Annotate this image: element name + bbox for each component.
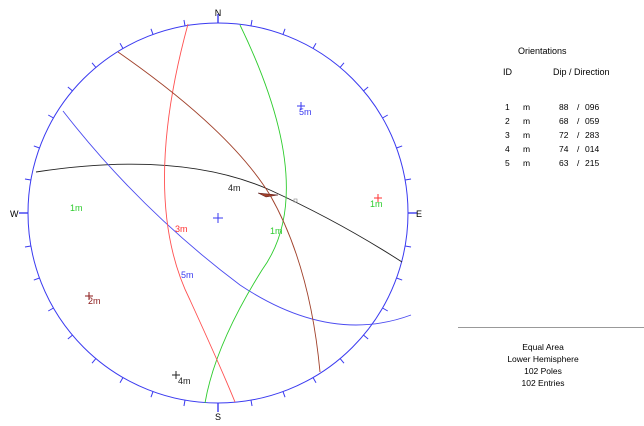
- degree-tick: [250, 19, 253, 26]
- projection-info: Equal Area Lower Hemisphere 102 Poles 10…: [458, 341, 628, 396]
- degree-ticks: [19, 14, 417, 412]
- row-direction: 014: [585, 144, 600, 154]
- degree-tick: [250, 400, 253, 407]
- row-dip: 68: [559, 116, 569, 126]
- pole-marker-4m: [172, 371, 180, 379]
- degree-tick: [183, 400, 186, 407]
- great-circle-1m: [204, 24, 287, 404]
- stereonet-plot: N S E W 1m 2m 3m 4m 5m 1m 1m 3m 4m 5m: [10, 8, 422, 422]
- row-set: m: [523, 130, 531, 140]
- degree-tick: [67, 334, 73, 340]
- entries-count: 102 Entries: [521, 378, 565, 388]
- degree-tick: [396, 145, 403, 149]
- pole-label-5m: 5m: [299, 107, 312, 117]
- row-set: m: [523, 102, 531, 112]
- degree-tick: [363, 86, 369, 92]
- panel-title: Orientations: [518, 46, 567, 56]
- row-dip: 88: [559, 102, 569, 112]
- degree-tick: [183, 19, 186, 26]
- projection-type: Equal Area: [522, 342, 564, 352]
- row-dip: 63: [559, 158, 569, 168]
- degree-tick: [405, 245, 412, 248]
- degree-tick: [150, 28, 154, 35]
- south-label: S: [215, 412, 221, 422]
- degree-tick: [396, 277, 403, 281]
- row-separator: /: [577, 116, 580, 126]
- row-number: 5: [505, 158, 510, 168]
- degree-tick: [67, 86, 73, 92]
- row-direction: 059: [585, 116, 600, 126]
- mean-label-1m: 1m: [70, 203, 83, 213]
- degree-tick: [339, 62, 345, 68]
- panel-divider: [458, 327, 644, 328]
- great-circle-3m: [164, 23, 236, 403]
- degree-tick: [48, 114, 54, 119]
- great-circle-5m: [62, 110, 412, 326]
- great-circle-2m: [117, 51, 321, 373]
- west-label: W: [10, 209, 19, 219]
- row-separator: /: [577, 144, 580, 154]
- mean-label-4m: 4m: [228, 183, 241, 193]
- degree-tick: [33, 277, 40, 281]
- pole-label-4m: 4m: [178, 376, 191, 386]
- row-direction: 215: [585, 158, 600, 168]
- row-number: 1: [505, 102, 510, 112]
- pole-marker-2m: [85, 292, 93, 300]
- column-header-id: ID: [503, 67, 512, 77]
- degree-tick: [119, 377, 124, 383]
- degree-tick: [48, 307, 54, 312]
- poles-count: 102 Poles: [524, 366, 562, 376]
- mean-label-3m: 3m: [175, 224, 188, 234]
- degree-tick: [282, 391, 286, 398]
- great-circle-4m: [35, 163, 403, 263]
- row-dip: 72: [559, 130, 569, 140]
- degree-tick: [382, 307, 388, 312]
- degree-tick: [312, 377, 317, 383]
- degree-tick: [33, 145, 40, 149]
- mean-label-1m-plane: 1m: [270, 226, 283, 236]
- row-set: m: [523, 158, 531, 168]
- row-set: m: [523, 116, 531, 126]
- degree-tick: [382, 114, 388, 119]
- row-set: m: [523, 144, 531, 154]
- degree-tick: [150, 391, 154, 398]
- row-separator: /: [577, 158, 580, 168]
- degree-tick: [24, 178, 31, 181]
- pole-label-1m: 1m: [370, 199, 383, 209]
- degree-tick: [24, 245, 31, 248]
- row-number: 2: [505, 116, 510, 126]
- degree-tick: [339, 358, 345, 364]
- mean-label-5m: 5m: [181, 270, 194, 280]
- row-dip: 74: [559, 144, 569, 154]
- intersection-marker: [257, 192, 279, 198]
- row-direction: 096: [585, 102, 600, 112]
- degree-tick: [91, 358, 97, 364]
- pole-marker-5m: [297, 102, 305, 110]
- degree-tick: [312, 43, 317, 49]
- degree-tick: [282, 28, 286, 35]
- intersection-square: [293, 198, 298, 203]
- row-number: 4: [505, 144, 510, 154]
- center-cross: [213, 213, 223, 223]
- degree-tick: [119, 43, 124, 49]
- row-separator: /: [577, 102, 580, 112]
- row-number: 3: [505, 130, 510, 140]
- east-label: E: [416, 209, 422, 219]
- degree-tick: [91, 62, 97, 68]
- hemisphere-type: Lower Hemisphere: [507, 354, 579, 364]
- degree-tick: [405, 178, 412, 181]
- degree-tick: [363, 334, 369, 340]
- pole-label-2m: 2m: [88, 296, 101, 306]
- row-separator: /: [577, 130, 580, 140]
- pole-marker-1m: [374, 194, 382, 202]
- column-header-dip-direction: Dip / Direction: [553, 67, 610, 77]
- primitive-circle: [27, 22, 409, 404]
- row-direction: 283: [585, 130, 600, 140]
- north-label: N: [215, 8, 222, 18]
